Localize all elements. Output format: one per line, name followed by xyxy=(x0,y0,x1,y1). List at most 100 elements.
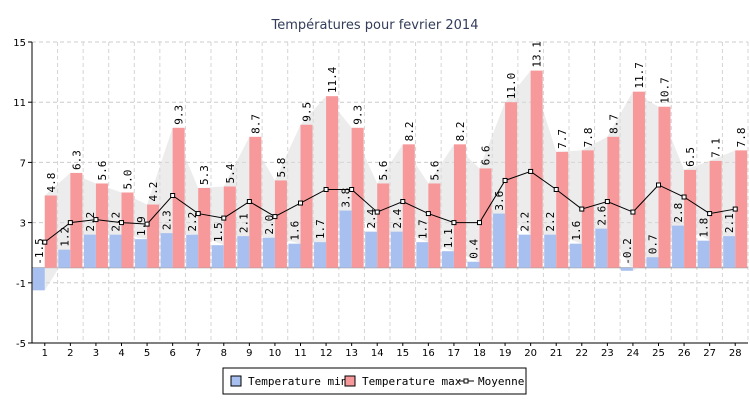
label-min-day-20: 2.2 xyxy=(519,212,532,232)
bar-min-day-24 xyxy=(620,267,633,271)
bar-min-day-16 xyxy=(416,242,429,268)
bar-max-day-8 xyxy=(223,186,236,268)
bar-min-day-3 xyxy=(83,234,96,268)
label-min-day-5: 1.9 xyxy=(135,216,148,236)
label-max-day-26: 6.5 xyxy=(684,147,697,167)
bar-max-day-23 xyxy=(607,136,620,268)
legend: Temperature min Temperature max Moyenne xyxy=(222,367,527,395)
label-min-day-10: 2.0 xyxy=(263,215,276,235)
bar-max-day-14 xyxy=(377,183,390,268)
x-axis-ticks: 1 2 3 4 5 6 7 8 9 10 11 12 13 14 15 16 17 18 19 20 21 22 23 24 2… xyxy=(42,343,742,359)
average-point-day-23 xyxy=(604,199,610,205)
bar-min-day-26 xyxy=(672,225,685,268)
label-min-day-13: 3.8 xyxy=(340,188,353,208)
legend-label-max: Temperature max xyxy=(362,375,462,388)
label-min-day-22: 1.6 xyxy=(570,221,583,241)
legend-swatch-max xyxy=(344,375,356,387)
label-min-day-18: 0.4 xyxy=(467,238,480,258)
x-tick-label: 9 xyxy=(246,348,252,359)
label-max-day-14: 5.6 xyxy=(377,161,390,181)
bar-min-day-14 xyxy=(365,231,378,268)
bar-min-day-5 xyxy=(135,239,148,268)
bars xyxy=(32,70,748,291)
bar-min-day-2 xyxy=(58,249,71,268)
average-point-day-22 xyxy=(579,206,585,212)
bar-min-day-10 xyxy=(262,237,275,268)
bar-min-day-25 xyxy=(646,257,659,268)
average-point-day-11 xyxy=(298,200,303,206)
bar-max-day-2 xyxy=(70,172,83,268)
bar-max-day-17 xyxy=(453,144,466,268)
average-point-day-16 xyxy=(425,211,431,217)
bar-max-day-15 xyxy=(402,144,415,268)
bar-min-day-15 xyxy=(390,231,403,268)
average-point-day-25 xyxy=(656,182,661,188)
average-point-day-6 xyxy=(170,193,176,199)
label-max-day-21: 7.7 xyxy=(556,129,569,149)
average-point-day-19 xyxy=(502,177,508,183)
average-point-day-2 xyxy=(67,220,73,226)
label-min-day-7: 2.2 xyxy=(186,212,199,232)
label-max-day-4: 5.0 xyxy=(122,170,135,190)
label-min-day-26: 2.8 xyxy=(672,203,685,223)
x-tick-label: 28 xyxy=(729,348,742,359)
bar-min-day-7 xyxy=(186,234,199,268)
label-min-day-16: 1.7 xyxy=(416,219,429,239)
y-axis-ticks: -5 -1 3 7 11 15 xyxy=(13,38,32,350)
x-tick-label: 13 xyxy=(345,348,358,359)
label-max-day-13: 9.3 xyxy=(352,105,365,125)
label-max-day-11: 9.5 xyxy=(301,102,314,122)
bar-max-day-9 xyxy=(249,136,262,268)
bar-max-day-12 xyxy=(326,96,339,268)
label-min-day-17: 1.1 xyxy=(442,228,455,248)
label-max-day-25: 10.7 xyxy=(659,77,672,104)
x-tick-label: 21 xyxy=(550,348,563,359)
label-max-day-27: 7.1 xyxy=(710,138,723,158)
bar-max-day-11 xyxy=(300,124,313,268)
legend-label-min: Temperature min xyxy=(248,375,347,388)
label-max-day-10: 5.8 xyxy=(275,158,288,178)
bar-min-day-19 xyxy=(493,213,506,268)
x-tick-label: 2 xyxy=(67,348,73,359)
x-tick-label: 3 xyxy=(93,348,99,359)
label-max-day-5: 4.2 xyxy=(147,182,160,202)
bar-max-day-13 xyxy=(351,127,364,268)
bar-max-day-27 xyxy=(709,160,722,268)
x-tick-label: 5 xyxy=(144,348,150,359)
average-point-day-13 xyxy=(349,186,355,192)
bar-max-day-16 xyxy=(428,183,441,268)
bar-min-day-1 xyxy=(32,267,45,291)
bar-min-day-20 xyxy=(518,234,531,268)
y-tick-label: 11 xyxy=(13,98,26,109)
label-max-day-1: 4.8 xyxy=(45,173,58,193)
bar-max-day-4 xyxy=(121,192,134,268)
label-min-day-15: 2.4 xyxy=(391,208,404,228)
bar-max-day-24 xyxy=(632,91,645,268)
x-tick-label: 8 xyxy=(221,348,227,359)
y-tick-label: 3 xyxy=(20,219,26,230)
label-min-day-14: 2.4 xyxy=(365,208,378,228)
bar-min-day-18 xyxy=(467,261,480,268)
label-max-day-6: 9.3 xyxy=(173,105,186,125)
average-point-day-15 xyxy=(400,199,406,205)
label-max-day-12: 11.4 xyxy=(326,66,339,93)
bar-max-day-1 xyxy=(44,195,57,268)
average-point-day-7 xyxy=(195,211,201,217)
label-max-day-18: 6.6 xyxy=(480,146,493,166)
bar-max-day-19 xyxy=(505,102,518,268)
average-point-day-12 xyxy=(323,186,329,192)
y-tick-label: 15 xyxy=(13,38,26,49)
bar-max-day-10 xyxy=(274,180,287,268)
bar-min-day-22 xyxy=(569,243,582,268)
label-min-day-1: -1.5 xyxy=(33,238,46,265)
label-max-day-7: 5.3 xyxy=(198,165,211,185)
y-tick-label: -5 xyxy=(16,339,26,350)
label-max-day-19: 11.0 xyxy=(505,73,518,100)
average-point-day-9 xyxy=(246,199,252,205)
average-point-day-18 xyxy=(477,220,482,226)
bar-max-day-28 xyxy=(735,150,748,268)
bar-min-day-11 xyxy=(288,243,301,268)
label-max-day-20: 13.1 xyxy=(531,41,544,68)
bar-max-day-22 xyxy=(581,150,594,268)
x-tick-label: 4 xyxy=(118,348,124,359)
